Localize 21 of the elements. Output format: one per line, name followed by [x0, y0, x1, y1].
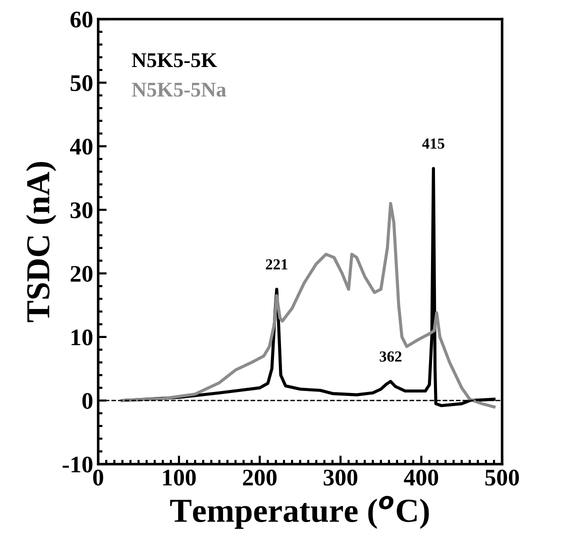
y-tick-label: 50: [70, 75, 92, 92]
y-tick-label: 40: [70, 138, 92, 155]
y-tick-label: 0: [82, 393, 92, 409]
annotation: 221: [266, 259, 288, 270]
y-tick-label: 20: [70, 266, 92, 282]
x-tick-label: 0: [93, 470, 104, 486]
y-tick-label: -10: [62, 456, 92, 473]
x-tick-label: 200: [243, 470, 277, 486]
y-tick-label: 10: [72, 329, 92, 346]
annotation: 362: [380, 351, 402, 362]
text: N5K5-5K: [132, 53, 217, 68]
y-tick-label: 30: [70, 202, 92, 218]
text: N5K5-5Na: [132, 82, 226, 97]
y-tick-label: 60: [70, 12, 92, 28]
x-tick-label: 500: [485, 470, 519, 486]
x-tick-label: 300: [324, 470, 358, 486]
x-axis-title: Temperature ($^{o}$C): [170, 496, 429, 529]
annotation: 415: [422, 138, 444, 149]
x-tick-label: 100: [163, 470, 196, 486]
x-tick-label: 400: [404, 470, 438, 486]
y-axis-title: TSDC (nA): [26, 162, 56, 322]
